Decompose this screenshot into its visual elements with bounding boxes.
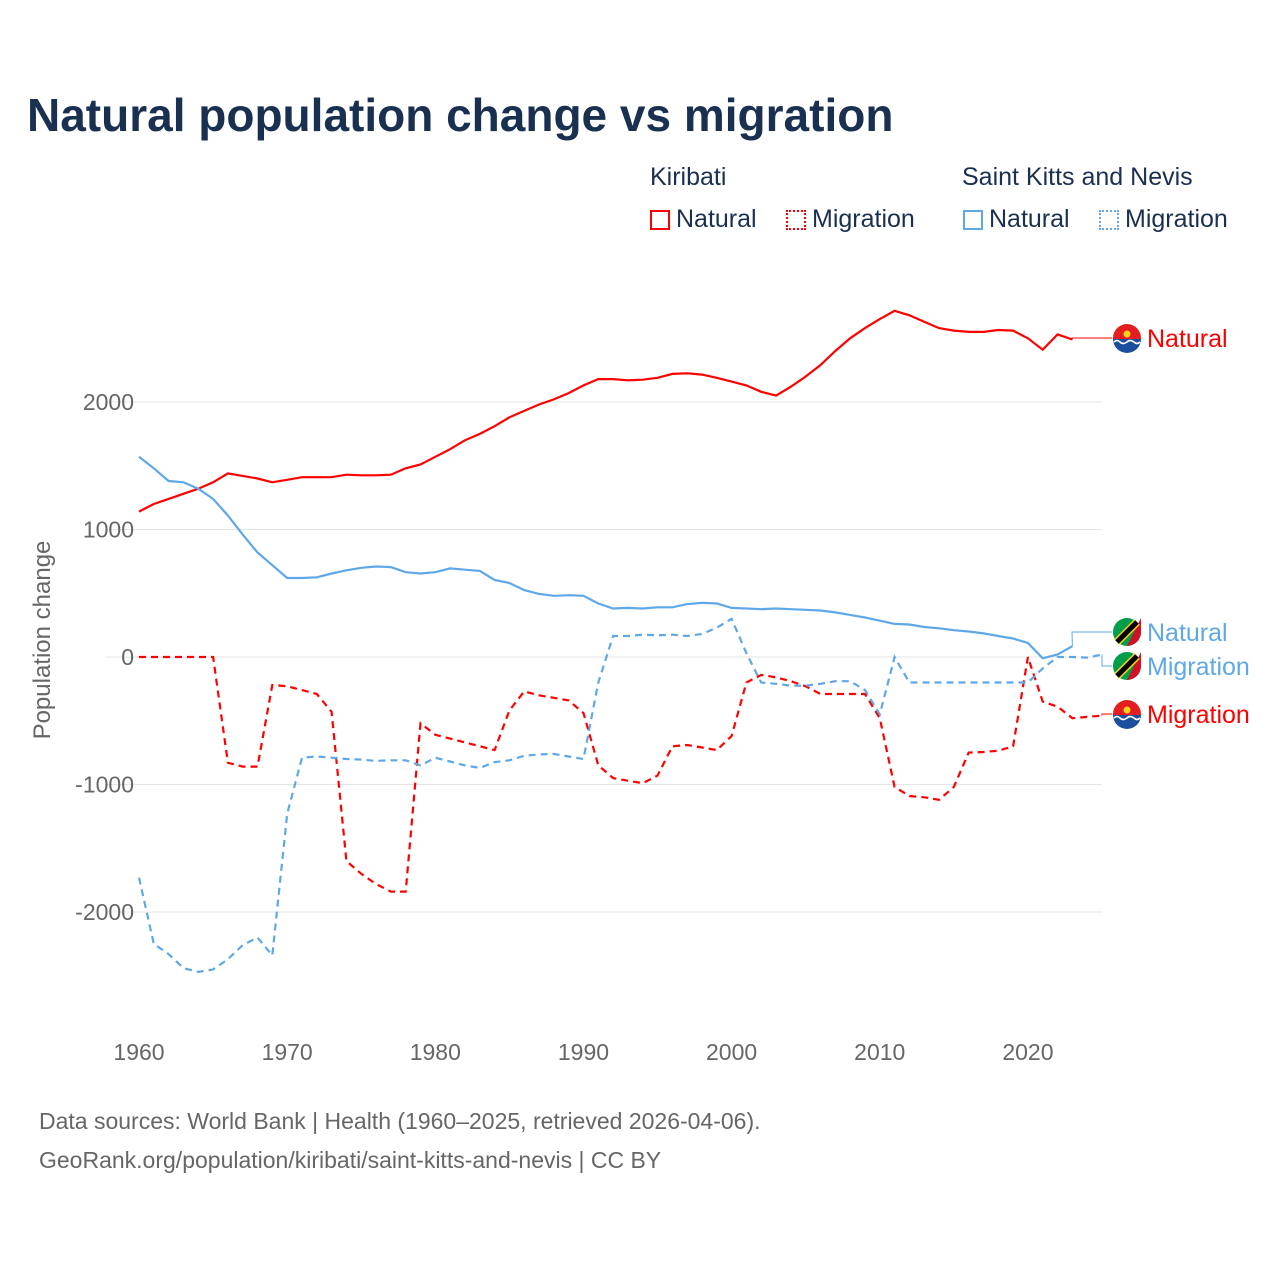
y-tick-label: -2000 [75,899,134,925]
x-tick-label: 1980 [410,1039,461,1065]
end-label-connector [1101,713,1112,716]
x-tick-label: 1960 [113,1039,164,1065]
kiribati-flag-icon [1113,700,1141,729]
x-tick-label: 2020 [1002,1039,1053,1065]
series-line-saint-kitts-and-nevis-natural[interactable] [138,455,1073,660]
y-tick-label: 1000 [83,517,134,543]
legend-kiribati-migration[interactable]: Migration [786,205,915,234]
y-tick-label: 2000 [83,389,134,415]
legend-swatch-dotted [1099,209,1119,230]
end-label-connector [1101,654,1112,667]
series-line-saint-kitts-and-nevis-migration[interactable] [137,617,1103,974]
end-label: Natural [1147,325,1228,353]
legend-skn-migration[interactable]: Migration [1099,205,1228,234]
legend-label: Migration [1125,205,1228,233]
legend-swatch-solid [650,209,670,230]
legend-label: Natural [989,205,1070,233]
end-label: Migration [1147,653,1250,681]
x-tick-label: 2010 [854,1039,905,1065]
legend-label: Migration [812,205,915,233]
legend-skn-natural[interactable]: Natural [963,205,1070,234]
footer-sources: Data sources: World Bank | Health (1960–… [39,1108,761,1134]
x-tick-label: 2000 [706,1039,757,1065]
end-label-connector [1071,631,1112,647]
legend-kiribati-natural[interactable]: Natural [650,205,757,234]
end-label: Migration [1147,701,1250,729]
legend-label: Natural [676,205,757,233]
y-tick-label: 0 [121,644,134,670]
kiribati-flag-icon [1113,324,1141,353]
end-label-connector [1071,337,1112,340]
x-tick-label: 1990 [558,1039,609,1065]
chart-title: Natural population change vs migration [27,89,894,141]
y-tick-label: -1000 [75,772,134,798]
footer-url[interactable]: GeoRank.org/population/kiribati/saint-ki… [39,1147,662,1173]
legend-swatch-solid [963,209,983,230]
legend-group-skn: Saint Kitts and Nevis [962,163,1193,191]
x-tick-label: 1970 [262,1039,313,1065]
y-axis-label: Population change [29,541,56,740]
end-label: Natural [1147,619,1228,647]
legend-swatch-dotted [786,209,806,230]
saint-kitts-flag-icon [1113,618,1141,646]
legend-group-kiribati: Kiribati [650,163,727,191]
saint-kitts-flag-icon [1113,652,1141,680]
series-line-kiribati-natural[interactable] [138,309,1073,513]
